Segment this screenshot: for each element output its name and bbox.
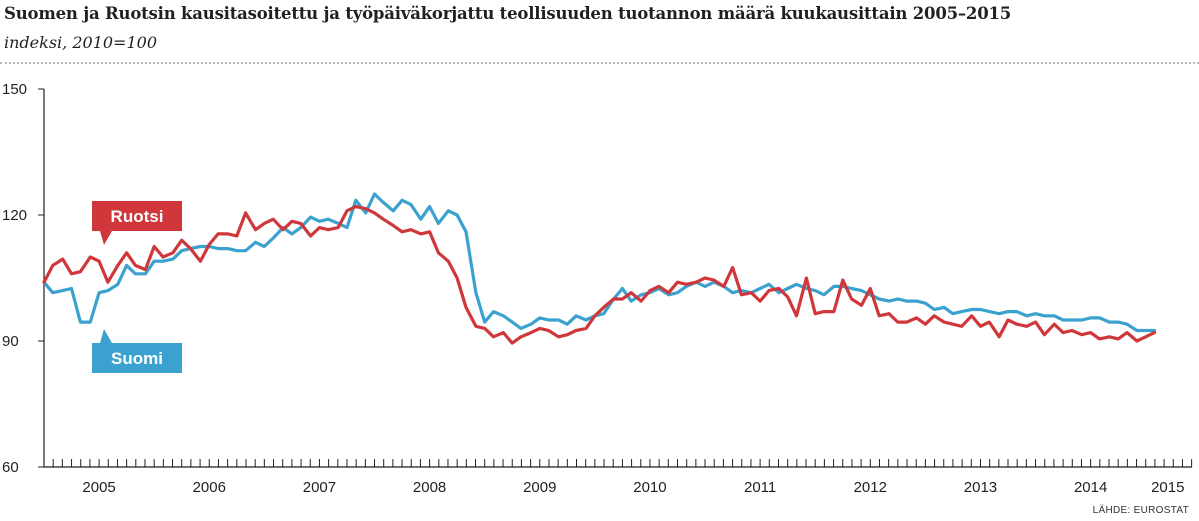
y-tick-label: 120 [2, 207, 27, 224]
series-lines [42, 192, 1157, 345]
series-label-suomi: Suomi [92, 329, 182, 373]
source-note: LÄHDE: EUROSTAT [1092, 505, 1189, 516]
series-line-suomi [42, 192, 1157, 333]
label-text: Suomi [111, 349, 163, 368]
series-label-ruotsi: Ruotsi [92, 201, 182, 245]
title-divider [0, 62, 1199, 64]
y-tick-label: 150 [2, 81, 27, 98]
label-text: Ruotsi [111, 207, 164, 226]
x-tick-label: 2011 [744, 479, 776, 496]
x-tick-label: 2013 [964, 479, 997, 496]
chart-title: Suomen ja Ruotsin kausitasoitettu ja työ… [4, 4, 1012, 23]
y-tick-label: 90 [2, 333, 19, 350]
x-tick-label: 2008 [413, 479, 446, 496]
x-axis: 2005 2006 2007 2008 2009 2010 2011 2012 2013 2014… [43, 459, 1193, 496]
y-axis: 60 90 120 150 [2, 81, 45, 476]
y-tick-label: 60 [2, 459, 19, 476]
x-tick-label: 2010 [633, 479, 666, 496]
series-line-ruotsi [42, 205, 1157, 345]
x-tick-label: 2015 [1151, 479, 1184, 496]
x-tick-label: 2012 [854, 479, 887, 496]
label-box [92, 343, 182, 373]
x-tick-label: 2005 [82, 479, 115, 496]
x-tick-label: 2009 [523, 479, 556, 496]
label-pointer [100, 329, 112, 343]
label-box [92, 201, 182, 231]
chart-subtitle: indeksi, 2010=100 [4, 33, 157, 52]
label-pointer [100, 231, 112, 245]
x-tick-label: 2014 [1074, 479, 1107, 496]
x-tick-label: 2007 [303, 479, 336, 496]
x-tick-label: 2006 [193, 479, 226, 496]
series-labels: Ruotsi Suomi [92, 201, 182, 373]
